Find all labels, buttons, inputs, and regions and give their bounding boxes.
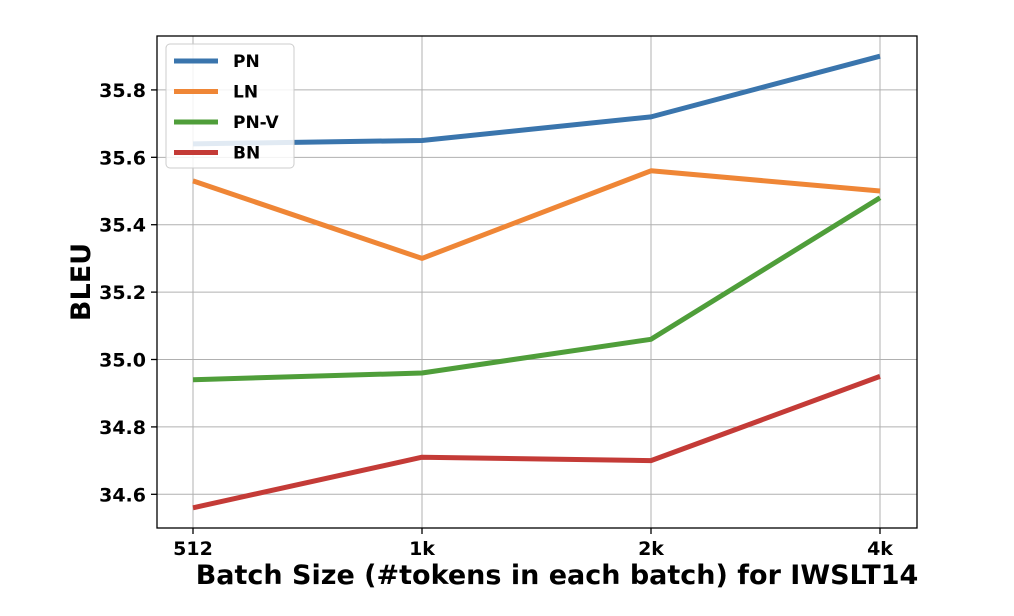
x-tick-label: 1k bbox=[409, 538, 435, 560]
y-tick-label: 34.6 bbox=[99, 484, 146, 506]
y-tick-label: 34.8 bbox=[99, 417, 146, 439]
legend-label: PN bbox=[233, 52, 260, 72]
x-tick-label: 2k bbox=[638, 538, 664, 560]
y-tick-label: 35.8 bbox=[99, 80, 146, 102]
y-tick-label: 35.4 bbox=[99, 215, 146, 237]
series-lines bbox=[192, 53, 882, 511]
y-axis-ticks: 34.6 34.8 35.0 35.2 35.4 35.6 35.8 bbox=[99, 80, 157, 506]
legend-label: BN bbox=[233, 144, 260, 164]
y-tick-label: 35.0 bbox=[99, 350, 146, 372]
series-line-pn bbox=[192, 53, 881, 147]
plot-frame bbox=[156, 35, 918, 529]
x-tick-label: 512 bbox=[173, 538, 213, 560]
series-line-bn bbox=[192, 374, 881, 511]
y-tick-label: 35.2 bbox=[99, 282, 146, 304]
y-axis-label: BLEU bbox=[66, 243, 97, 321]
legend-box bbox=[165, 43, 295, 169]
series-line-ln bbox=[192, 168, 881, 261]
series-line-pn-v bbox=[192, 195, 882, 383]
legend: PN LN PN-V BN bbox=[165, 43, 295, 169]
x-tick-label: 4k bbox=[867, 538, 893, 560]
y-tick-label: 35.6 bbox=[99, 147, 146, 169]
x-axis-ticks: 512 1k 2k 4k bbox=[173, 528, 893, 560]
legend-label: PN-V bbox=[233, 113, 280, 133]
legend-label: LN bbox=[233, 83, 258, 103]
x-axis-label: Batch Size (#tokens in each batch) for I… bbox=[196, 560, 919, 591]
